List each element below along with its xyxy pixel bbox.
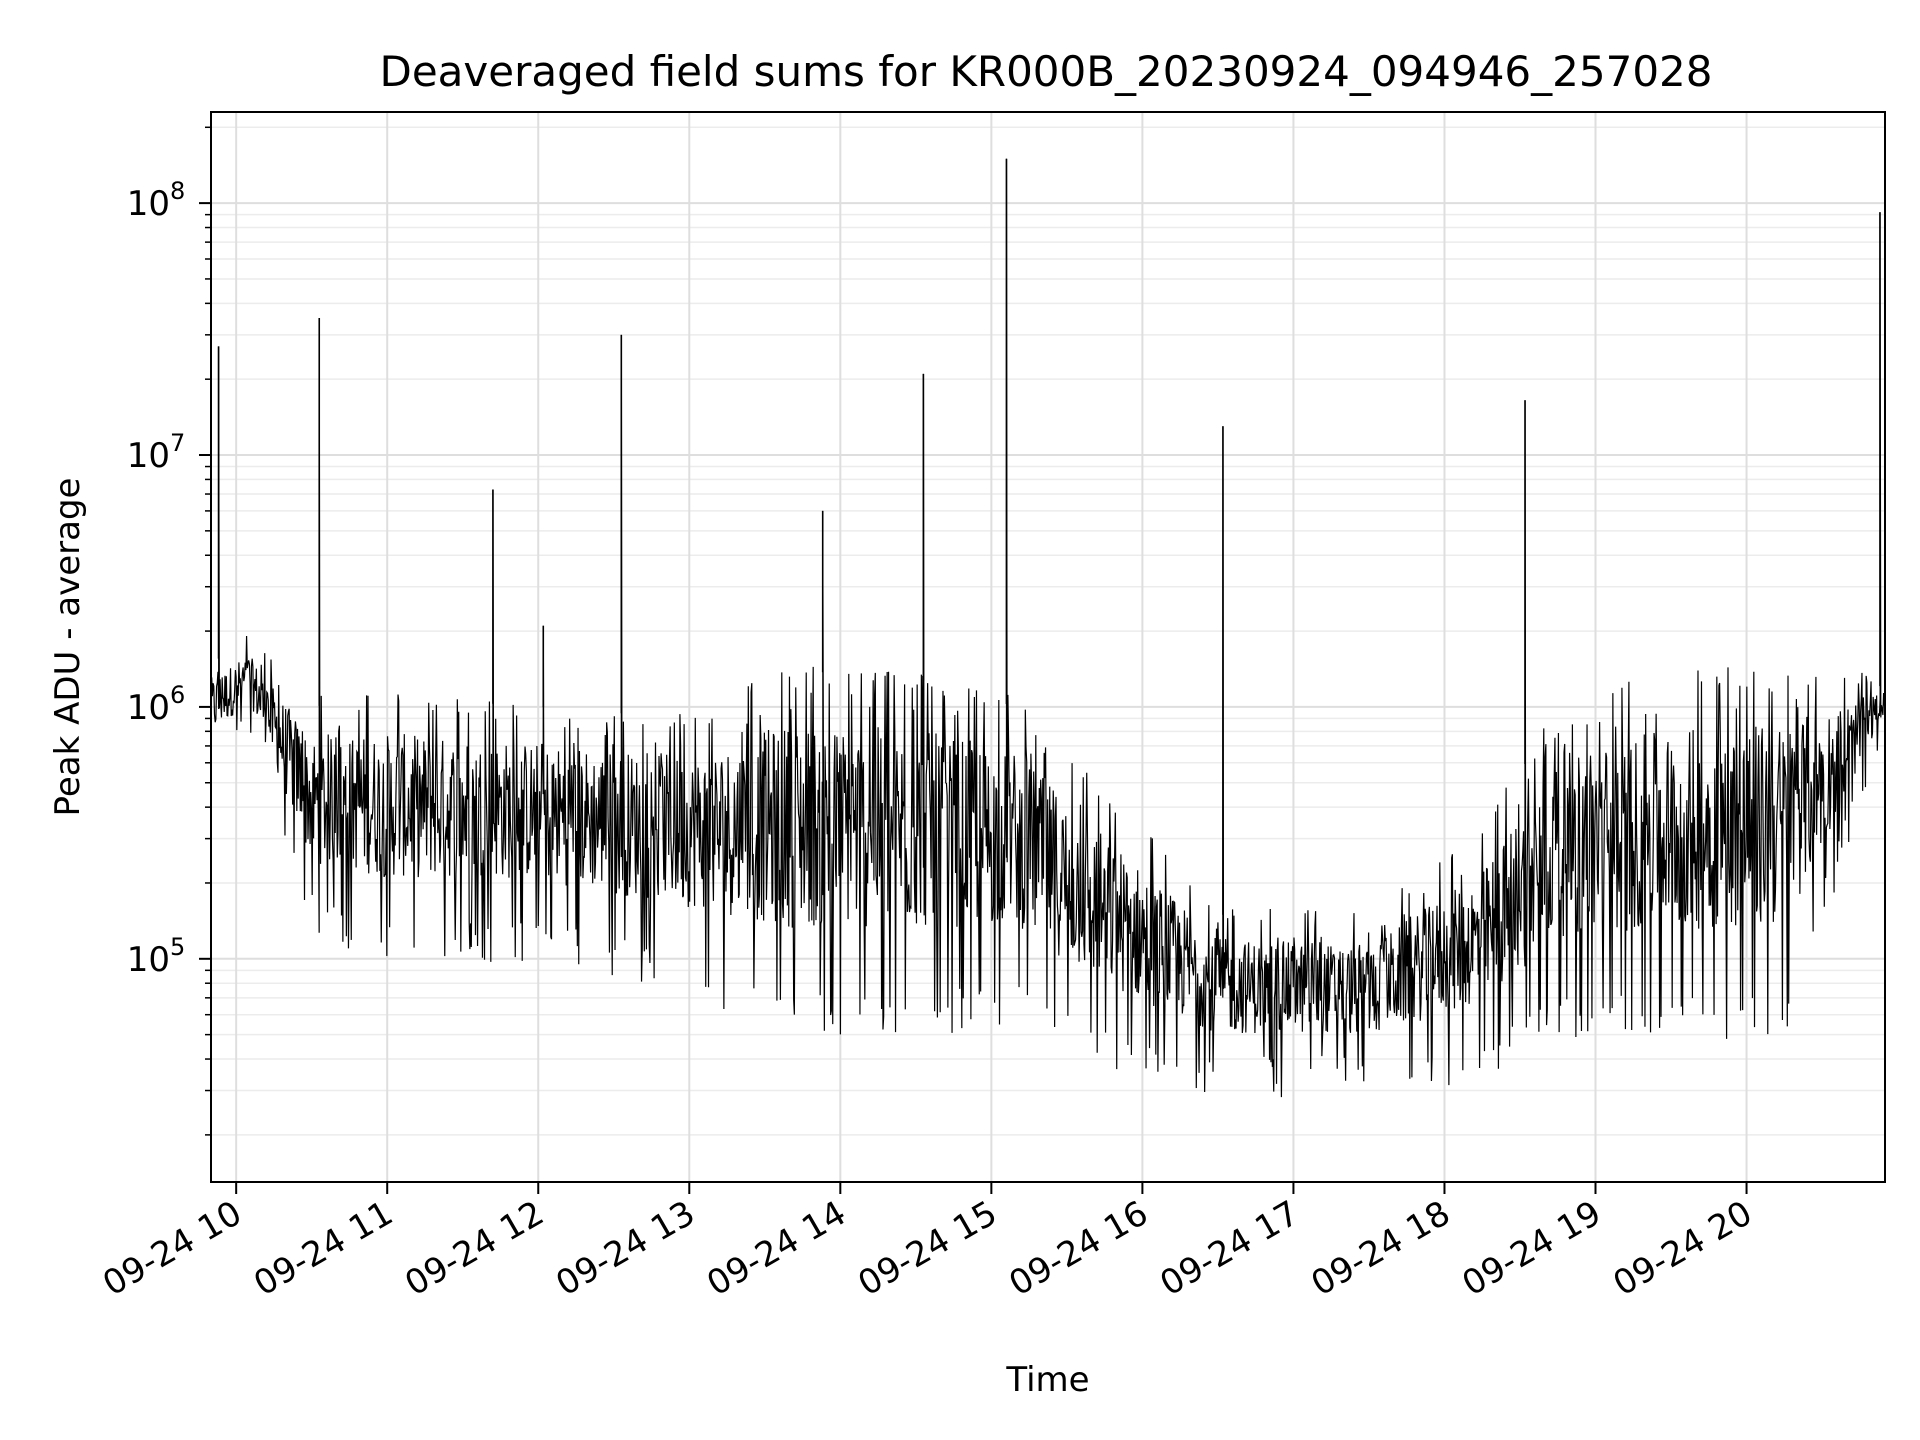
y-axis-label: Peak ADU - average	[48, 478, 88, 817]
y-tick-label: 107	[127, 429, 186, 476]
x-axis-label: Time	[1005, 1360, 1089, 1400]
plot-frame	[210, 111, 1886, 1183]
chart-title: Deaveraged field sums for KR000B_2023092…	[380, 47, 1713, 96]
y-tick-label: 105	[127, 933, 186, 980]
series-path	[210, 158, 1886, 1098]
series-line	[210, 158, 1886, 1098]
y-tick-label: 108	[127, 177, 186, 224]
y-tick-label: 106	[127, 681, 186, 728]
